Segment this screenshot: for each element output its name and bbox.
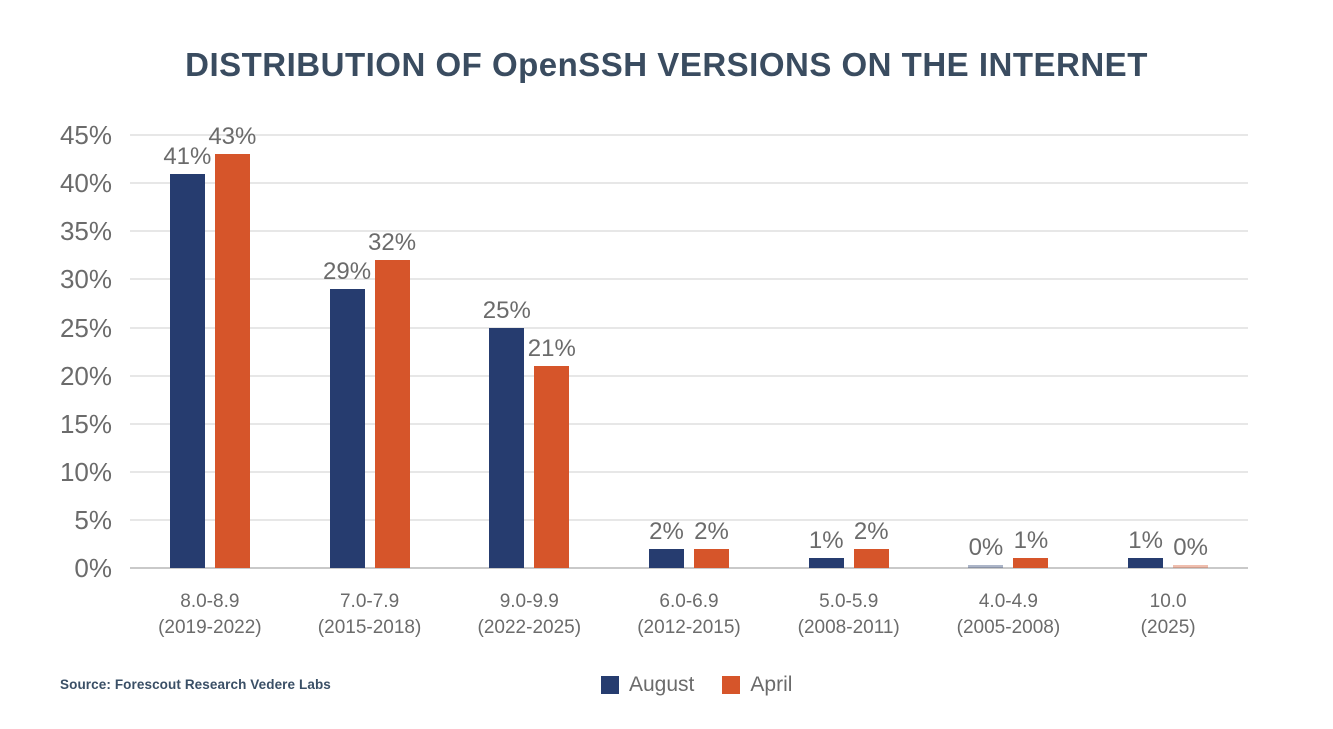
gridline [130, 230, 1248, 233]
value-label: 2% [649, 517, 684, 545]
y-axis-label: 15% [59, 408, 112, 439]
value-label: 41% [163, 142, 212, 170]
bar-april-9.0-9.9 [534, 365, 570, 568]
x-axis-label: 4.0-4.9 (2005-2008) [957, 589, 1061, 641]
x-axis-label-years: (2008-2011) [797, 617, 900, 638]
value-label: 1% [1128, 527, 1163, 555]
x-axis-label-years: (2005-2008) [956, 617, 1061, 638]
y-axis-label: 10% [59, 456, 112, 487]
x-axis-baseline [130, 567, 1248, 569]
y-axis-label: 5% [74, 504, 112, 535]
x-axis-label-years: (2025) [1140, 617, 1196, 638]
x-axis-label-version: 9.0-9.9 [499, 591, 559, 612]
gridline [130, 518, 1248, 521]
x-axis-label-years: (2015-2018) [317, 617, 422, 638]
value-label: 0% [968, 534, 1004, 561]
bar-april-10.0 [1173, 565, 1209, 568]
value-label: 29% [323, 258, 372, 286]
y-axis-label: 45% [59, 120, 112, 151]
legend-label: August [629, 673, 695, 696]
x-axis-label: 9.0-9.9 (2022-2025) [478, 589, 582, 641]
bar-august-7.0-7.9 [329, 289, 365, 568]
chart-legend: August April [601, 673, 792, 697]
value-label: 25% [482, 296, 531, 324]
x-axis-label-years: (2012-2015) [637, 617, 741, 638]
gridline [130, 278, 1248, 281]
value-label: 43% [208, 123, 257, 151]
y-axis-label: 35% [59, 216, 112, 247]
x-axis-label-version: 4.0-4.9 [978, 591, 1038, 612]
y-axis-label: 25% [59, 312, 112, 343]
gridline [130, 134, 1248, 137]
legend-item-april: April [722, 673, 792, 697]
x-axis-label-version: 10.0 [1149, 591, 1187, 612]
x-axis-label: 10.0 (2025) [1141, 589, 1196, 641]
value-label: 1% [1013, 527, 1049, 555]
value-label: 0% [1173, 534, 1208, 561]
bar-april-8.0-8.9 [214, 154, 250, 568]
x-axis-label-version: 7.0-7.9 [339, 591, 400, 612]
bar-april-4.0-4.9 [1013, 558, 1049, 568]
x-axis-label-version: 5.0-5.9 [819, 591, 879, 612]
value-label: 32% [368, 229, 417, 257]
y-axis-label: 0% [74, 553, 112, 583]
bar-august-8.0-8.9 [169, 173, 205, 568]
x-axis-label: 5.0-5.9 (2008-2011) [798, 589, 900, 641]
x-axis-label-version: 6.0-6.9 [659, 591, 719, 612]
value-label: 2% [694, 517, 729, 545]
x-axis-label-years: (2019-2022) [158, 617, 262, 638]
bar-august-9.0-9.9 [489, 327, 525, 568]
source-note: Source: Forescout Research Vedere Labs [60, 677, 331, 692]
bar-august-4.0-4.9 [968, 565, 1004, 568]
value-label: 2% [853, 517, 889, 545]
value-label: 21% [527, 334, 576, 362]
bar-april-6.0-6.9 [694, 548, 729, 568]
gridline [130, 326, 1248, 329]
value-label: 1% [808, 527, 844, 555]
y-axis-label: 30% [59, 264, 112, 295]
gridline [130, 374, 1248, 377]
chart-title: DISTRIBUTION OF OpenSSH VERSIONS ON THE … [185, 46, 1148, 83]
x-axis-label-version: 8.0-8.9 [180, 591, 240, 612]
y-axis-label: 20% [59, 360, 112, 391]
legend-label: April [750, 673, 793, 696]
bar-august-5.0-5.9 [808, 558, 844, 568]
y-axis-label: 40% [59, 168, 112, 199]
april-swatch [722, 676, 741, 694]
gridline [130, 422, 1248, 425]
x-axis-label: 7.0-7.9 (2015-2018) [318, 589, 422, 641]
bar-april-7.0-7.9 [374, 260, 410, 568]
august-swatch [601, 676, 619, 694]
bar-april-5.0-5.9 [853, 548, 889, 568]
bar-august-6.0-6.9 [649, 548, 684, 568]
gridline [130, 182, 1248, 185]
gridline [130, 470, 1248, 473]
x-axis-label-years: (2022-2025) [477, 617, 582, 638]
x-axis-label: 6.0-6.9 (2012-2015) [637, 589, 741, 641]
bar-august-10.0 [1128, 558, 1164, 568]
legend-item-august: August [601, 673, 694, 697]
x-axis-label: 8.0-8.9 (2019-2022) [158, 589, 262, 641]
